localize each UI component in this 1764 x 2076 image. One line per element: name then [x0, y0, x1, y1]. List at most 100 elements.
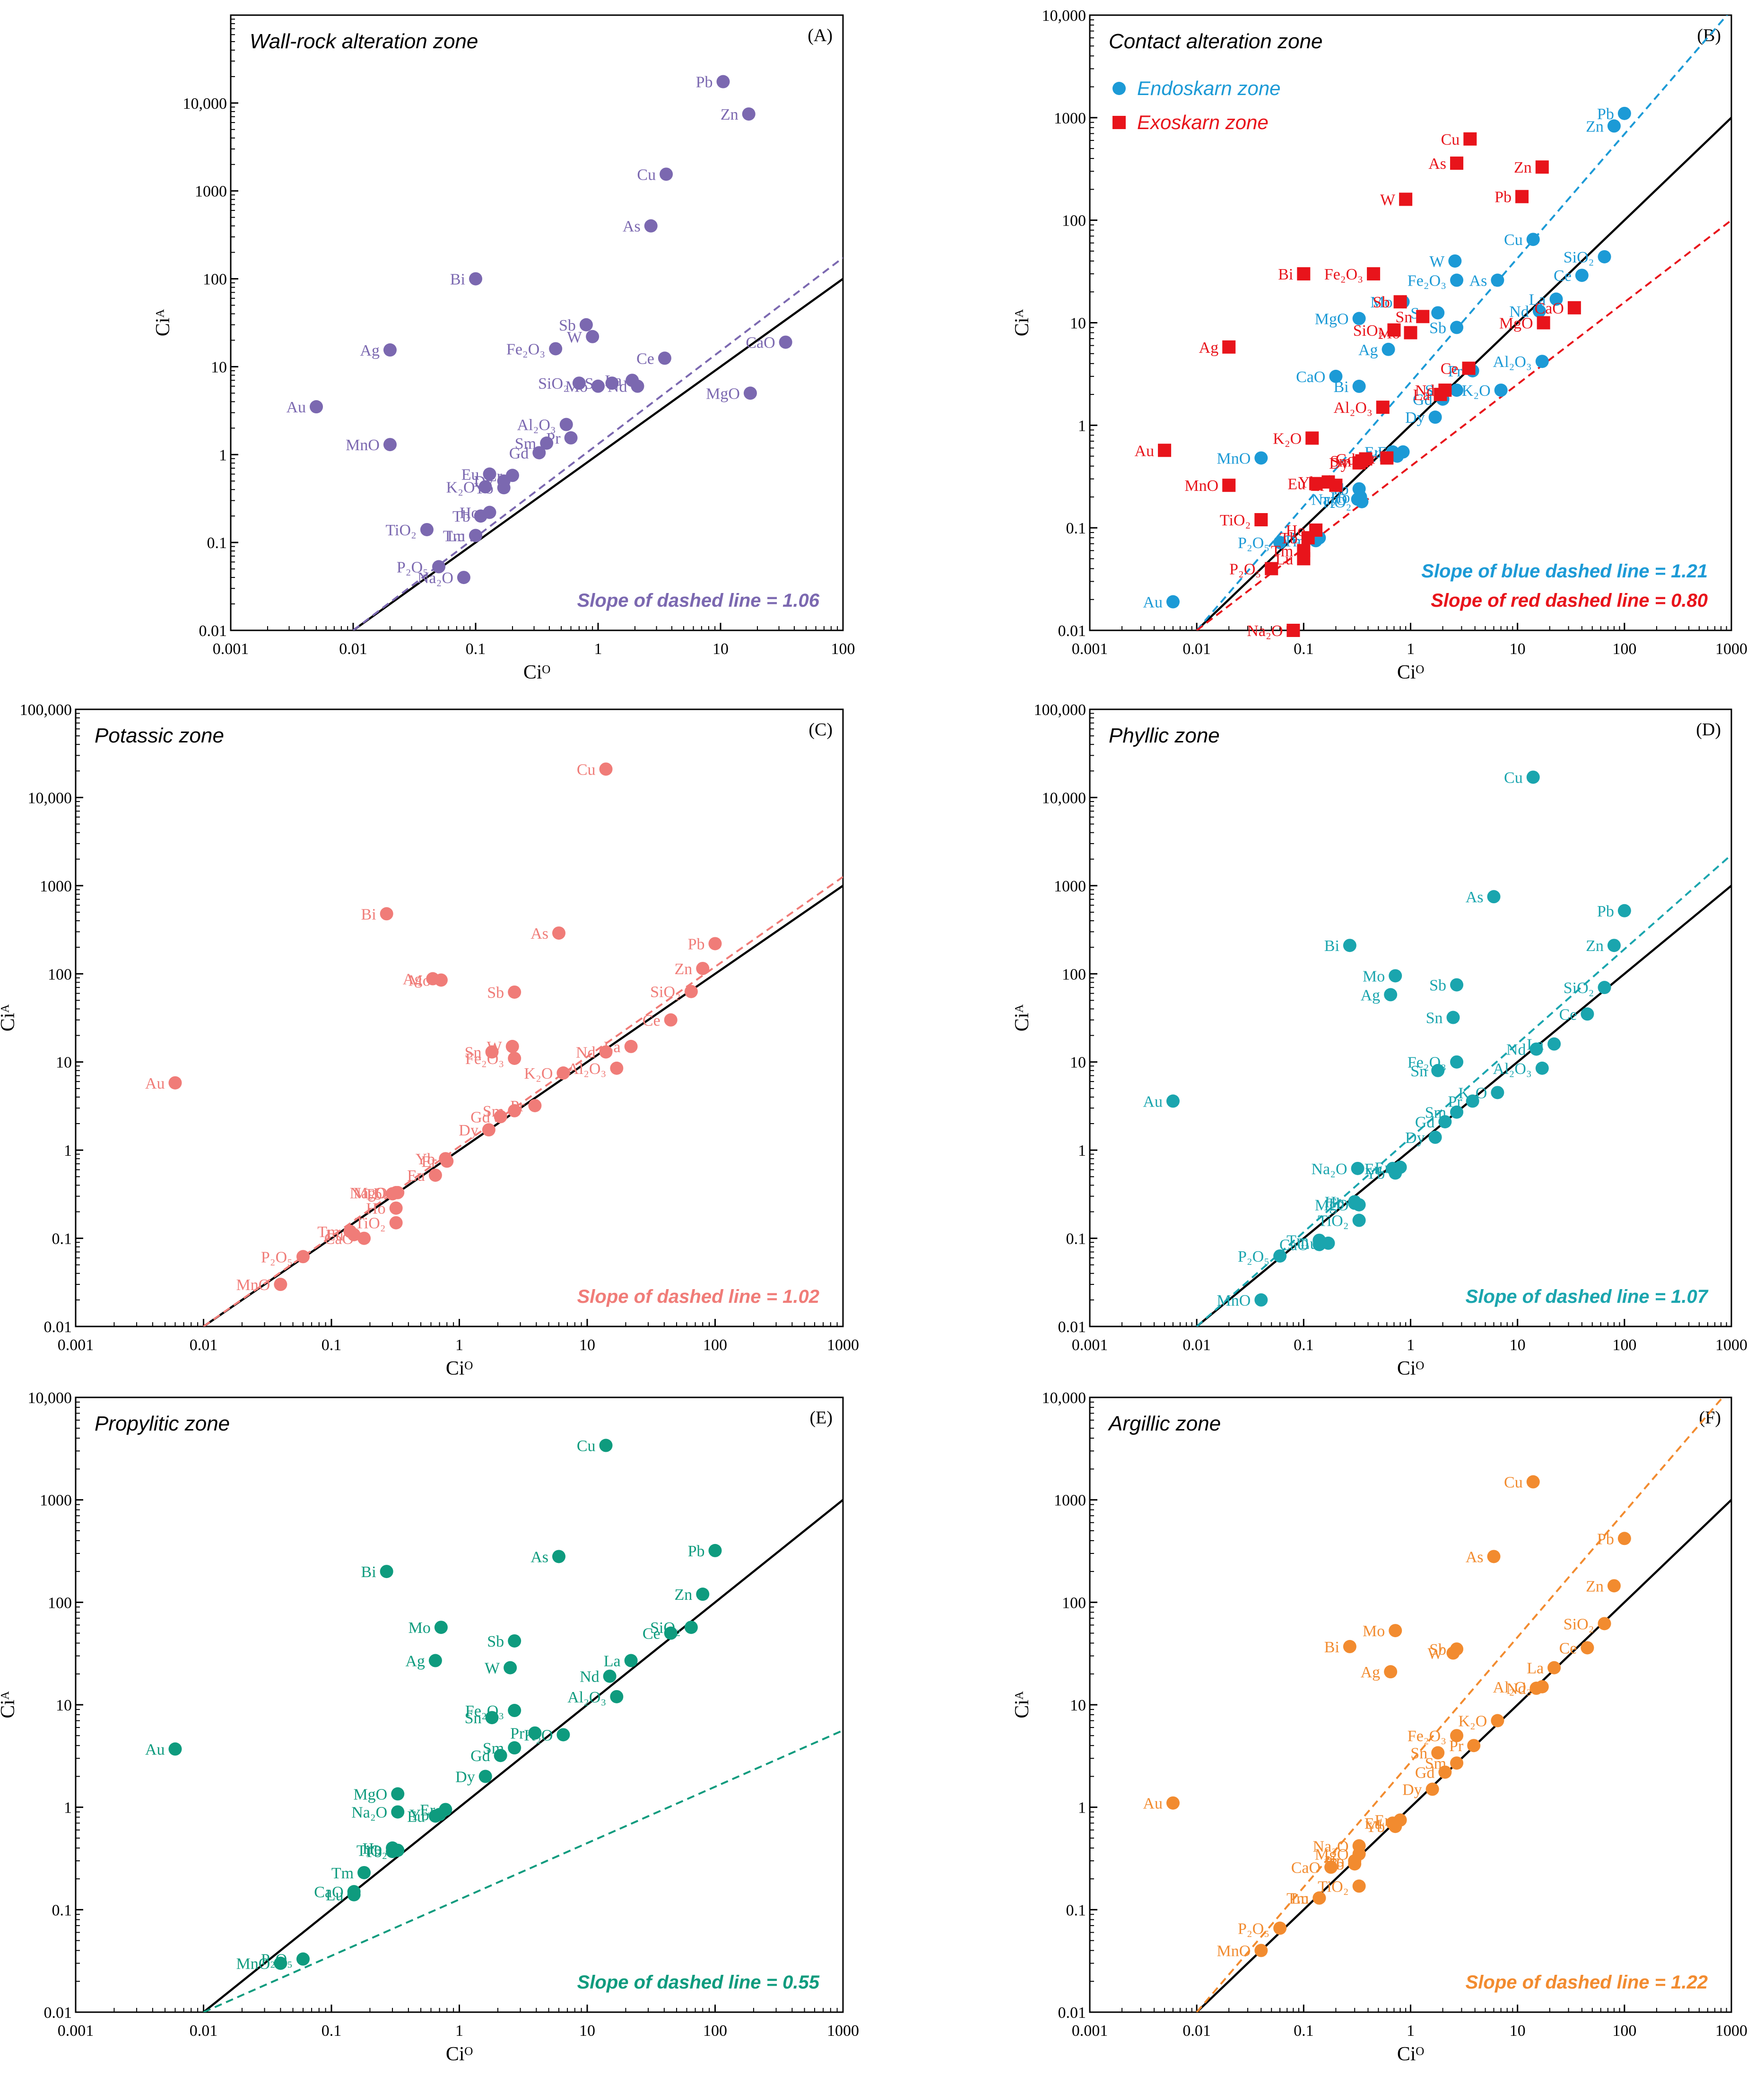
data-point — [1416, 310, 1430, 323]
point-label: Nd — [580, 1668, 600, 1686]
point-label: Dy — [455, 1768, 475, 1786]
point-label: Mo — [565, 378, 588, 396]
data-point — [1390, 449, 1404, 463]
data-point — [1494, 384, 1508, 397]
point-label: Au — [1143, 1093, 1163, 1110]
data-point — [428, 1654, 442, 1667]
panel-f: 0.001 0.01 0.1 1 10 100 10000.010.111010010001… — [1011, 1389, 1747, 2065]
point-label: Bi — [361, 1563, 376, 1581]
point-label: Nd — [1506, 1041, 1526, 1058]
data-point — [743, 386, 757, 400]
point-label: Pb — [1597, 903, 1614, 920]
point-label: Yb — [1365, 1818, 1385, 1836]
x-tick-label: 10 — [579, 1336, 595, 1354]
point-label: Ce — [636, 350, 654, 367]
point-label: Sm — [515, 435, 536, 453]
point-label: Ce — [643, 1012, 660, 1029]
x-tick-label: 1 — [1407, 2022, 1415, 2040]
point-label: Zn — [1514, 159, 1532, 176]
data-point — [696, 961, 710, 975]
point-label: P₂O₅ — [1229, 560, 1261, 578]
point-label: Lu — [326, 1887, 344, 1904]
point-label: Ce — [1554, 267, 1572, 285]
legend-marker — [1112, 116, 1126, 129]
point-label: Au — [145, 1741, 165, 1759]
y-tick-label: 100 — [1062, 212, 1086, 230]
data-point — [494, 1749, 507, 1762]
point-label: Tb — [452, 508, 470, 525]
data-point — [389, 1216, 403, 1230]
panel-d: 0.001 0.01 0.1 1 10 100 10000.010.111010010001… — [1011, 701, 1747, 1379]
data-point — [1355, 454, 1369, 468]
point-label: Gd — [1415, 1114, 1435, 1131]
data-point — [1254, 451, 1268, 465]
point-label: W — [1380, 191, 1396, 209]
data-point — [1428, 410, 1442, 424]
point-label: SiO₂ — [538, 375, 569, 393]
data-point — [274, 1278, 287, 1291]
data-point — [1581, 1641, 1594, 1655]
data-point — [684, 985, 698, 998]
point-label: CaO — [1535, 300, 1564, 317]
point-label: Tm — [1286, 1232, 1309, 1250]
point-label: Au — [286, 399, 306, 416]
data-point — [1431, 1064, 1445, 1077]
point-label: MgO — [1499, 315, 1533, 332]
data-point — [1547, 1661, 1561, 1675]
x-tick-label: 0.001 — [58, 2022, 94, 2040]
y-tick-label: 0.01 — [44, 1318, 72, 1336]
data-point — [1305, 431, 1319, 445]
x-tick-label: 0.1 — [322, 2022, 342, 2040]
data-point — [1617, 106, 1631, 120]
data-point — [357, 1866, 371, 1879]
point-label: Zn — [675, 1586, 693, 1604]
panel-title: Propylitic zone — [95, 1412, 230, 1435]
point-label: Au — [1143, 1795, 1163, 1813]
x-tick-label: 10 — [1510, 640, 1526, 658]
x-tick-label: 1 — [1407, 1336, 1415, 1354]
data-point — [1273, 1921, 1287, 1935]
data-point — [1222, 479, 1236, 492]
data-point — [1312, 1891, 1326, 1905]
point-label: Lu — [1276, 550, 1294, 568]
point-label: Au — [1135, 442, 1155, 460]
data-point — [1431, 1746, 1445, 1760]
y-tick-label: 10 — [56, 1054, 72, 1072]
data-point — [483, 467, 496, 481]
x-tick-label: 0.1 — [466, 640, 486, 658]
point-label: Cu — [577, 761, 596, 778]
data-point — [1467, 1739, 1481, 1753]
point-label: La — [1413, 386, 1430, 404]
point-label: Ce — [643, 1625, 660, 1643]
point-label: MnO — [1184, 477, 1218, 495]
data-point — [1348, 1857, 1362, 1871]
point-label: Al₂O₃ — [567, 1689, 606, 1706]
point-label: As — [1466, 889, 1484, 906]
x-tick-label: 0.1 — [1294, 2022, 1314, 2040]
data-point — [528, 1099, 542, 1112]
point-label: MgO — [353, 1786, 387, 1803]
data-point — [310, 400, 323, 414]
series-0: PbZnCuAsBiSbWFe₂O₃AgCaOCeLaSnSiO₂NdMoMgO… — [286, 74, 792, 587]
point-label: As — [623, 218, 641, 236]
panel-title: Wall-rock alteration zone — [250, 30, 478, 53]
point-label: Na₂O — [1312, 1160, 1347, 1178]
data-point — [1526, 1475, 1540, 1489]
point-label: Sb — [487, 984, 504, 1002]
point-label: Tm — [443, 527, 465, 545]
series-0: CuBiAsPbZnAgMoSbSiO₂CeWSnFe₂O₃NdLaAl₂O₃K… — [145, 761, 722, 1294]
panel-title: Contact alteration zone — [1109, 30, 1323, 53]
data-point — [469, 272, 482, 286]
x-tick-label: 0.01 — [1182, 2022, 1211, 2040]
data-point — [572, 376, 586, 390]
data-point — [564, 431, 578, 445]
point-label: TiO₂ — [1318, 1212, 1348, 1230]
point-label: Pr — [546, 430, 561, 447]
data-point — [1526, 233, 1540, 246]
point-label: Lu — [447, 527, 465, 545]
point-label: Sn — [1410, 1063, 1427, 1080]
data-point — [485, 1711, 499, 1725]
y-tick-label: 0.01 — [1058, 1318, 1086, 1336]
point-label: MnO — [346, 436, 380, 454]
